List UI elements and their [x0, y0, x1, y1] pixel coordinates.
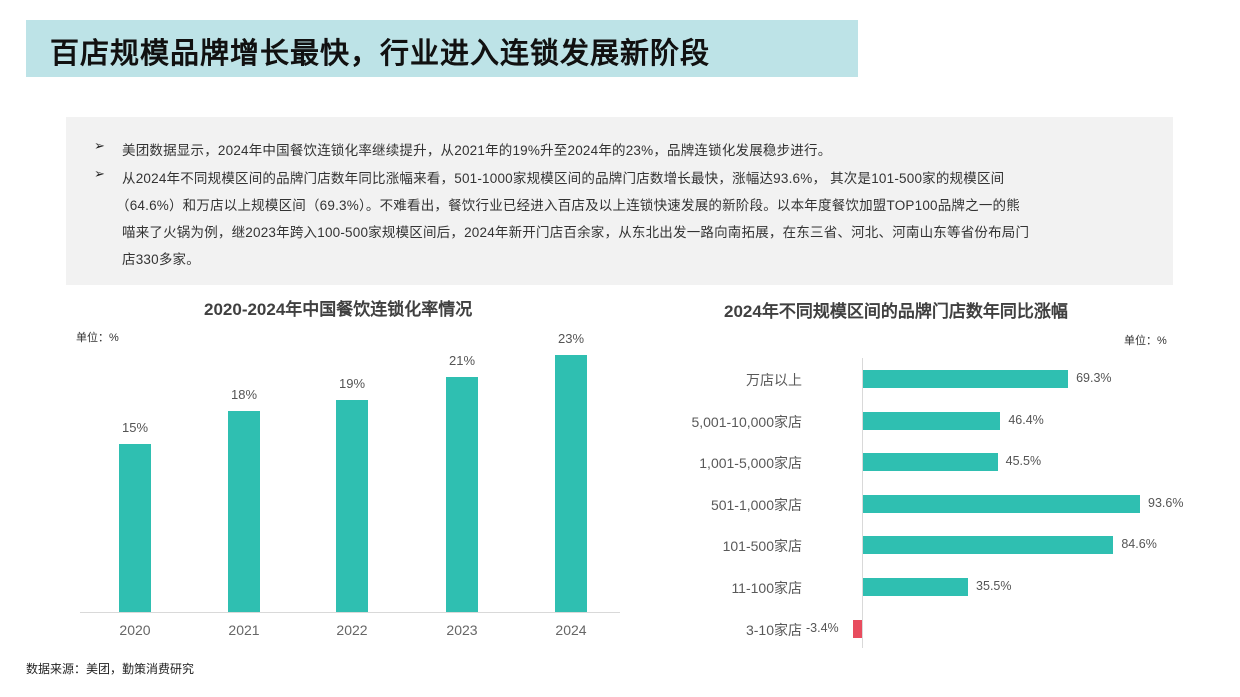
x-tick-label: 2020 — [119, 622, 151, 638]
x-tick-label: 2024 — [555, 622, 587, 638]
bar-2022 — [336, 399, 368, 612]
category-label: 501-1,000家店 — [710, 497, 802, 513]
arrowhead-bullet-icon: ➢ — [94, 166, 105, 181]
bar-2021 — [228, 410, 260, 612]
bar-value-label: 19% — [338, 375, 366, 391]
bar-value-label: 93.6% — [1148, 496, 1184, 510]
category-label: 101-500家店 — [722, 538, 802, 554]
bar-value-label: 35.5% — [976, 579, 1012, 593]
category-label: 1,001-5,000家店 — [699, 455, 802, 471]
data-source-note: 数据来源：美团，勤策消费研究 — [26, 662, 195, 676]
arrowhead-bullet-icon: ➢ — [94, 138, 105, 153]
x-tick-label: 2023 — [446, 622, 478, 638]
bar-5 — [863, 536, 1114, 554]
chart-title: 2020-2024年中国餐饮连锁化率情况 — [204, 300, 473, 319]
summary-line: 从2024年不同规模区间的品牌门店数年同比涨幅来看，501-1000家规模区间的… — [122, 171, 1005, 186]
summary-line: 店330多家。 — [122, 252, 200, 267]
bar-2023 — [446, 377, 478, 612]
bar-value-label: 84.6% — [1121, 537, 1157, 551]
bar-7 — [853, 620, 864, 638]
category-label: 万店以上 — [746, 372, 802, 388]
bar-6 — [863, 578, 969, 596]
title-banner: 百店规模品牌增长最快，行业进入连锁发展新阶段 — [26, 20, 858, 77]
x-tick-label: 2022 — [336, 622, 368, 638]
unit-label: 单位：% — [1124, 335, 1167, 347]
summary-line: 美团数据显示，2024年中国餐饮连锁化率继续提升，从2021年的19%升至202… — [122, 143, 832, 158]
bar-value-label: 23% — [557, 331, 585, 346]
page-title: 百店规模品牌增长最快，行业进入连锁发展新阶段 — [50, 38, 711, 70]
bar-1 — [863, 370, 1069, 388]
bar-value-label: 46.4% — [1008, 413, 1044, 427]
category-label: 5,001-10,000家店 — [691, 414, 802, 430]
bar-value-label: -3.4% — [806, 621, 839, 635]
bar-3 — [863, 453, 998, 471]
category-label: 11-100家店 — [731, 580, 802, 596]
chart-title: 2024年不同规模区间的品牌门店数年同比涨幅 — [724, 302, 1068, 321]
bar-2024 — [555, 355, 587, 612]
summary-line: （64.6%）和万店以上规模区间（69.3%）。不难看出，餐饮行业已经进入百店及… — [116, 198, 1020, 213]
bar-value-label: 45.5% — [1005, 454, 1042, 468]
summary-line: 喵来了火锅为例，继2023年跨入100-500家规模区间后，2024年新开门店百… — [122, 225, 1030, 240]
bar-value-label: 21% — [448, 353, 476, 369]
bar-2020 — [119, 444, 151, 612]
bar-value-label: 18% — [230, 386, 258, 402]
bar-value-label: 69.3% — [1076, 371, 1112, 385]
x-axis-line — [80, 612, 620, 613]
y-axis-line — [862, 358, 863, 648]
bar-4 — [863, 495, 1140, 513]
bar-2 — [863, 412, 1001, 430]
unit-label: 单位：% — [76, 332, 119, 344]
category-label: 3-10家店 — [745, 622, 802, 638]
x-tick-label: 2021 — [228, 622, 260, 638]
bar-value-label: 15% — [121, 420, 149, 436]
summary-panel: ➢ 美团数据显示，2024年中国餐饮连锁化率继续提升，从2021年的19%升至2… — [66, 117, 1173, 285]
